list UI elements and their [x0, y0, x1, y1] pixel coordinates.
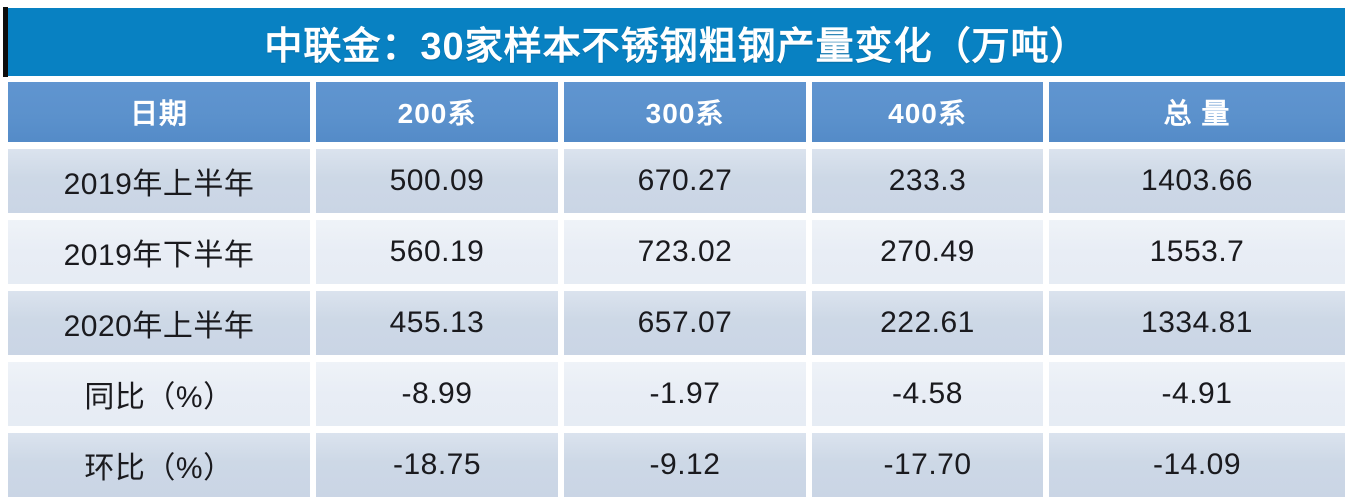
- cell-value: 455.13: [316, 291, 558, 355]
- cell-value: 222.61: [812, 291, 1043, 355]
- column-header-400: 400系: [812, 82, 1043, 142]
- column-header-200: 200系: [316, 82, 558, 142]
- row-label: 同比（%）: [8, 362, 310, 426]
- column-header-total: 总 量: [1049, 82, 1345, 142]
- table-title: 中联金：30家样本不锈钢粗钢产量变化（万吨）: [264, 25, 1089, 68]
- data-table: 日期 200系 300系 400系 总 量 2019年上半年 500.09 67…: [8, 82, 1345, 497]
- cell-value: -18.75: [316, 433, 558, 497]
- cell-value: -4.58: [812, 362, 1043, 426]
- cell-value: 670.27: [564, 149, 806, 213]
- row-label: 2020年上半年: [8, 291, 310, 355]
- row-label: 2019年下半年: [8, 220, 310, 284]
- cell-value: -4.91: [1049, 362, 1345, 426]
- cell-value: 270.49: [812, 220, 1043, 284]
- table-title-bar: 中联金：30家样本不锈钢粗钢产量变化（万吨）: [3, 7, 1345, 77]
- cell-value: -17.70: [812, 433, 1043, 497]
- row-label: 2019年上半年: [8, 149, 310, 213]
- cell-value: 1403.66: [1049, 149, 1345, 213]
- cell-value: -9.12: [564, 433, 806, 497]
- cell-value: 723.02: [564, 220, 806, 284]
- cell-value: 233.3: [812, 149, 1043, 213]
- production-table: 中联金：30家样本不锈钢粗钢产量变化（万吨） 日期 200系 300系 400系…: [3, 7, 1345, 497]
- column-header-300: 300系: [564, 82, 806, 142]
- cell-value: 500.09: [316, 149, 558, 213]
- cell-value: 560.19: [316, 220, 558, 284]
- cell-value: 1553.7: [1049, 220, 1345, 284]
- row-label: 环比（%）: [8, 433, 310, 497]
- cell-value: -1.97: [564, 362, 806, 426]
- cell-value: -14.09: [1049, 433, 1345, 497]
- cell-value: 657.07: [564, 291, 806, 355]
- column-header-date: 日期: [8, 82, 310, 142]
- cell-value: -8.99: [316, 362, 558, 426]
- cell-value: 1334.81: [1049, 291, 1345, 355]
- left-black-bar: [3, 7, 8, 77]
